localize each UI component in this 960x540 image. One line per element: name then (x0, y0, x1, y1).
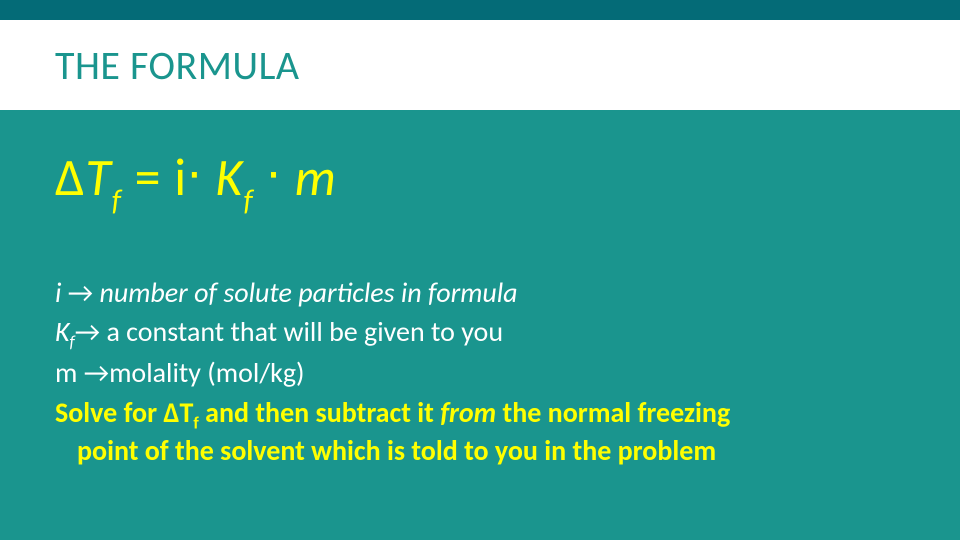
def-i-line: i → number of solute particles in formul… (55, 275, 910, 311)
formula-dot2: ∙ (254, 139, 295, 203)
def-m-text: molality (mol/kg) (109, 355, 304, 390)
content-area: ΔTf = i∙ Kf ∙ m i → number of solute par… (0, 110, 960, 467)
formula-K: K (203, 145, 244, 209)
solve-instruction: Solve for ΔTf and then subtract it from … (55, 396, 910, 468)
title-bar: THE FORMULA (0, 20, 960, 110)
formula-eq-i: = i (122, 145, 187, 209)
def-kf-text: a constant that will be given to you (100, 314, 503, 349)
def-kf-arrow: → (75, 314, 100, 349)
formula-equation: ΔTf = i∙ Kf ∙ m (55, 145, 910, 215)
def-i-text: number of solute particles in formula (93, 275, 517, 310)
def-m-arrow: → (84, 355, 109, 390)
solve-p2: and then subtract it (199, 395, 440, 430)
formula-sub-f2: f (243, 182, 253, 219)
solve-from: from (440, 395, 496, 430)
def-m-line: m →molality (mol/kg) (55, 355, 910, 391)
solve-p3: the normal freezing (496, 395, 730, 430)
formula-sub-f1: f (112, 182, 122, 219)
definitions-block: i → number of solute particles in formul… (55, 275, 910, 467)
formula-T: T (85, 145, 111, 209)
formula-delta: Δ (55, 145, 85, 209)
solve-T: T (180, 395, 194, 430)
slide-title: THE FORMULA (55, 41, 300, 90)
solve-p1: Solve for (55, 395, 163, 430)
solve-p4: point of the solvent which is told to yo… (55, 434, 880, 468)
def-i-arrow: → (68, 275, 93, 310)
def-m-var: m (55, 355, 84, 390)
def-kf-K: K (55, 314, 70, 349)
top-accent-bar (0, 0, 960, 20)
def-kf-line: Kf→ a constant that will be given to you (55, 314, 910, 354)
formula-dot1: ∙ (187, 139, 202, 203)
def-i-var: i (55, 275, 68, 310)
solve-delta: Δ (163, 395, 179, 430)
formula-m: m (295, 145, 337, 209)
